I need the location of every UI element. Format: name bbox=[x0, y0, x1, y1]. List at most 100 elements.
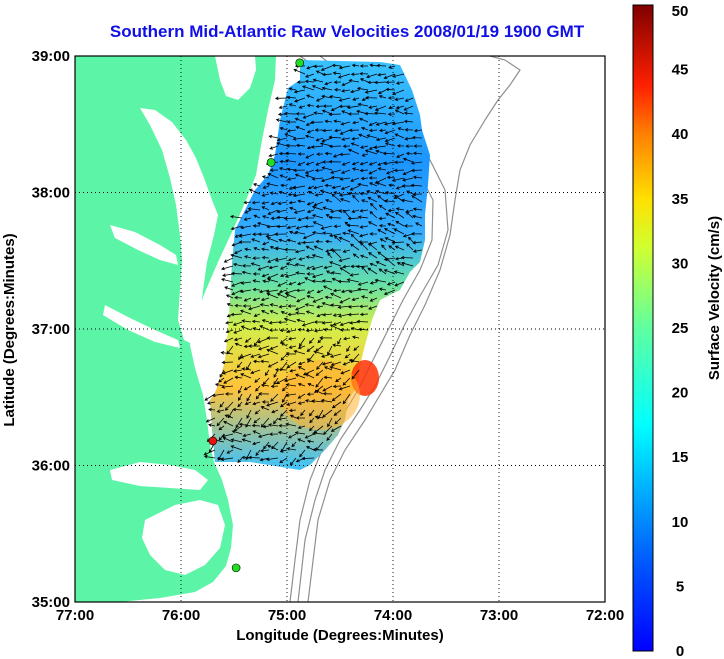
velocity-arrow bbox=[339, 321, 351, 327]
velocity-arrow bbox=[347, 312, 360, 317]
velocity-arrow bbox=[305, 328, 315, 333]
colorbar-tick-label: 15 bbox=[672, 449, 689, 466]
velocity-arrow bbox=[238, 240, 252, 244]
velocity-arrow bbox=[309, 425, 315, 432]
velocity-arrow bbox=[260, 406, 270, 411]
colorbar-tick-label: 50 bbox=[672, 3, 689, 20]
velocity-arrow bbox=[304, 433, 315, 439]
velocity-arrow bbox=[241, 270, 252, 275]
velocity-arrow bbox=[283, 216, 297, 221]
velocity-arrow bbox=[396, 144, 405, 148]
velocity-arrow bbox=[295, 143, 306, 148]
velocity-arrow bbox=[359, 161, 369, 166]
velocity-arrow bbox=[387, 222, 396, 227]
velocity-arrow bbox=[330, 292, 342, 299]
velocity-arrow bbox=[240, 225, 252, 230]
velocity-arrow bbox=[393, 168, 405, 173]
velocity-arrow bbox=[261, 273, 270, 278]
velocity-arrow bbox=[316, 152, 324, 156]
velocity-arrow bbox=[266, 401, 279, 407]
velocity-arrow bbox=[307, 382, 315, 387]
velocity-arrow bbox=[297, 401, 306, 405]
velocity-arrow bbox=[357, 182, 369, 187]
velocity-arrow bbox=[313, 185, 324, 190]
velocity-arrow bbox=[359, 168, 369, 173]
velocity-arrow bbox=[361, 199, 369, 203]
velocity-arrow bbox=[413, 128, 423, 133]
velocity-arrow bbox=[347, 191, 360, 196]
velocity-arrow bbox=[339, 328, 351, 332]
velocity-arrow bbox=[298, 105, 306, 109]
velocity-arrow bbox=[313, 350, 324, 355]
velocity-arrow bbox=[321, 166, 333, 171]
velocity-arrow bbox=[226, 303, 234, 307]
velocity-arrow bbox=[368, 305, 378, 310]
velocity-arrow bbox=[265, 457, 279, 462]
velocity-arrow bbox=[300, 409, 306, 417]
x-tick-labels: 77:00 76:00 75:00 74:00 73:00 72:00 bbox=[56, 607, 624, 624]
velocity-arrow bbox=[280, 342, 288, 347]
velocity-arrow bbox=[285, 352, 297, 356]
velocity-arrow bbox=[412, 249, 423, 253]
velocity-arrow bbox=[289, 457, 297, 466]
velocity-arrow bbox=[285, 151, 297, 156]
y-tick-label: 35:00 bbox=[32, 594, 70, 611]
velocity-arrow bbox=[232, 321, 243, 326]
velocity-arrow bbox=[270, 384, 279, 389]
velocity-arrow bbox=[350, 89, 360, 94]
velocity-arrow bbox=[330, 361, 342, 367]
velocity-arrow bbox=[376, 63, 387, 68]
velocity-arrow bbox=[306, 289, 315, 294]
velocity-arrow bbox=[270, 216, 279, 221]
velocity-arrow bbox=[278, 289, 288, 294]
velocity-arrow bbox=[251, 319, 261, 324]
velocity-arrow bbox=[305, 161, 315, 166]
velocity-arrow bbox=[225, 294, 234, 299]
velocity-arrow bbox=[306, 345, 315, 352]
velocity-arrow bbox=[338, 236, 351, 243]
velocity-arrow bbox=[395, 220, 405, 227]
velocity-arrow bbox=[386, 169, 396, 175]
velocity-arrow bbox=[287, 312, 297, 317]
velocity-arrow bbox=[302, 85, 315, 91]
velocity-arrow bbox=[221, 360, 234, 365]
velocity-arrow bbox=[267, 209, 279, 215]
velocity-arrow bbox=[313, 245, 324, 251]
velocity-arrow bbox=[353, 345, 360, 351]
velocity-arrow bbox=[410, 168, 423, 173]
velocity-arrow bbox=[244, 401, 252, 406]
y-tick-labels: 39:00 38:00 37:00 36:00 35:00 bbox=[32, 48, 70, 611]
velocity-arrow bbox=[384, 142, 396, 147]
velocity-arrow bbox=[351, 369, 360, 380]
velocity-arrow bbox=[278, 238, 288, 243]
velocity-arrow bbox=[260, 310, 270, 315]
velocity-arrow bbox=[293, 89, 306, 94]
velocity-arrow bbox=[321, 94, 333, 99]
velocity-arrow bbox=[330, 271, 342, 275]
velocity-arrow bbox=[369, 281, 378, 285]
velocity-arrow bbox=[375, 137, 387, 142]
velocity-arrow bbox=[233, 262, 243, 267]
velocity-arrow bbox=[387, 112, 396, 117]
velocity-arrow bbox=[364, 89, 378, 94]
velocity-arrow bbox=[368, 128, 378, 133]
velocity-arrow bbox=[403, 105, 414, 111]
velocity-arrow bbox=[267, 278, 279, 283]
velocity-arrow bbox=[321, 279, 333, 283]
velocity-arrow bbox=[368, 252, 378, 259]
velocity-arrow bbox=[315, 97, 324, 102]
velocity-arrow bbox=[334, 128, 342, 133]
velocity-arrow bbox=[339, 297, 351, 304]
velocity-arrow bbox=[343, 209, 351, 219]
x-tick-label: 73:00 bbox=[480, 607, 518, 624]
velocity-arrow bbox=[311, 85, 324, 91]
velocity-arrow bbox=[352, 120, 360, 125]
velocity-arrow bbox=[231, 281, 243, 287]
velocity-arrow bbox=[347, 112, 360, 116]
velocity-arrow bbox=[328, 144, 342, 149]
velocity-arrow bbox=[351, 63, 360, 68]
colorbar-ticks: 0 5 10 15 20 25 30 35 40 45 50 bbox=[672, 3, 689, 659]
velocity-arrow bbox=[328, 135, 342, 140]
velocity-arrow bbox=[374, 278, 387, 283]
velocity-arrow bbox=[383, 269, 396, 275]
